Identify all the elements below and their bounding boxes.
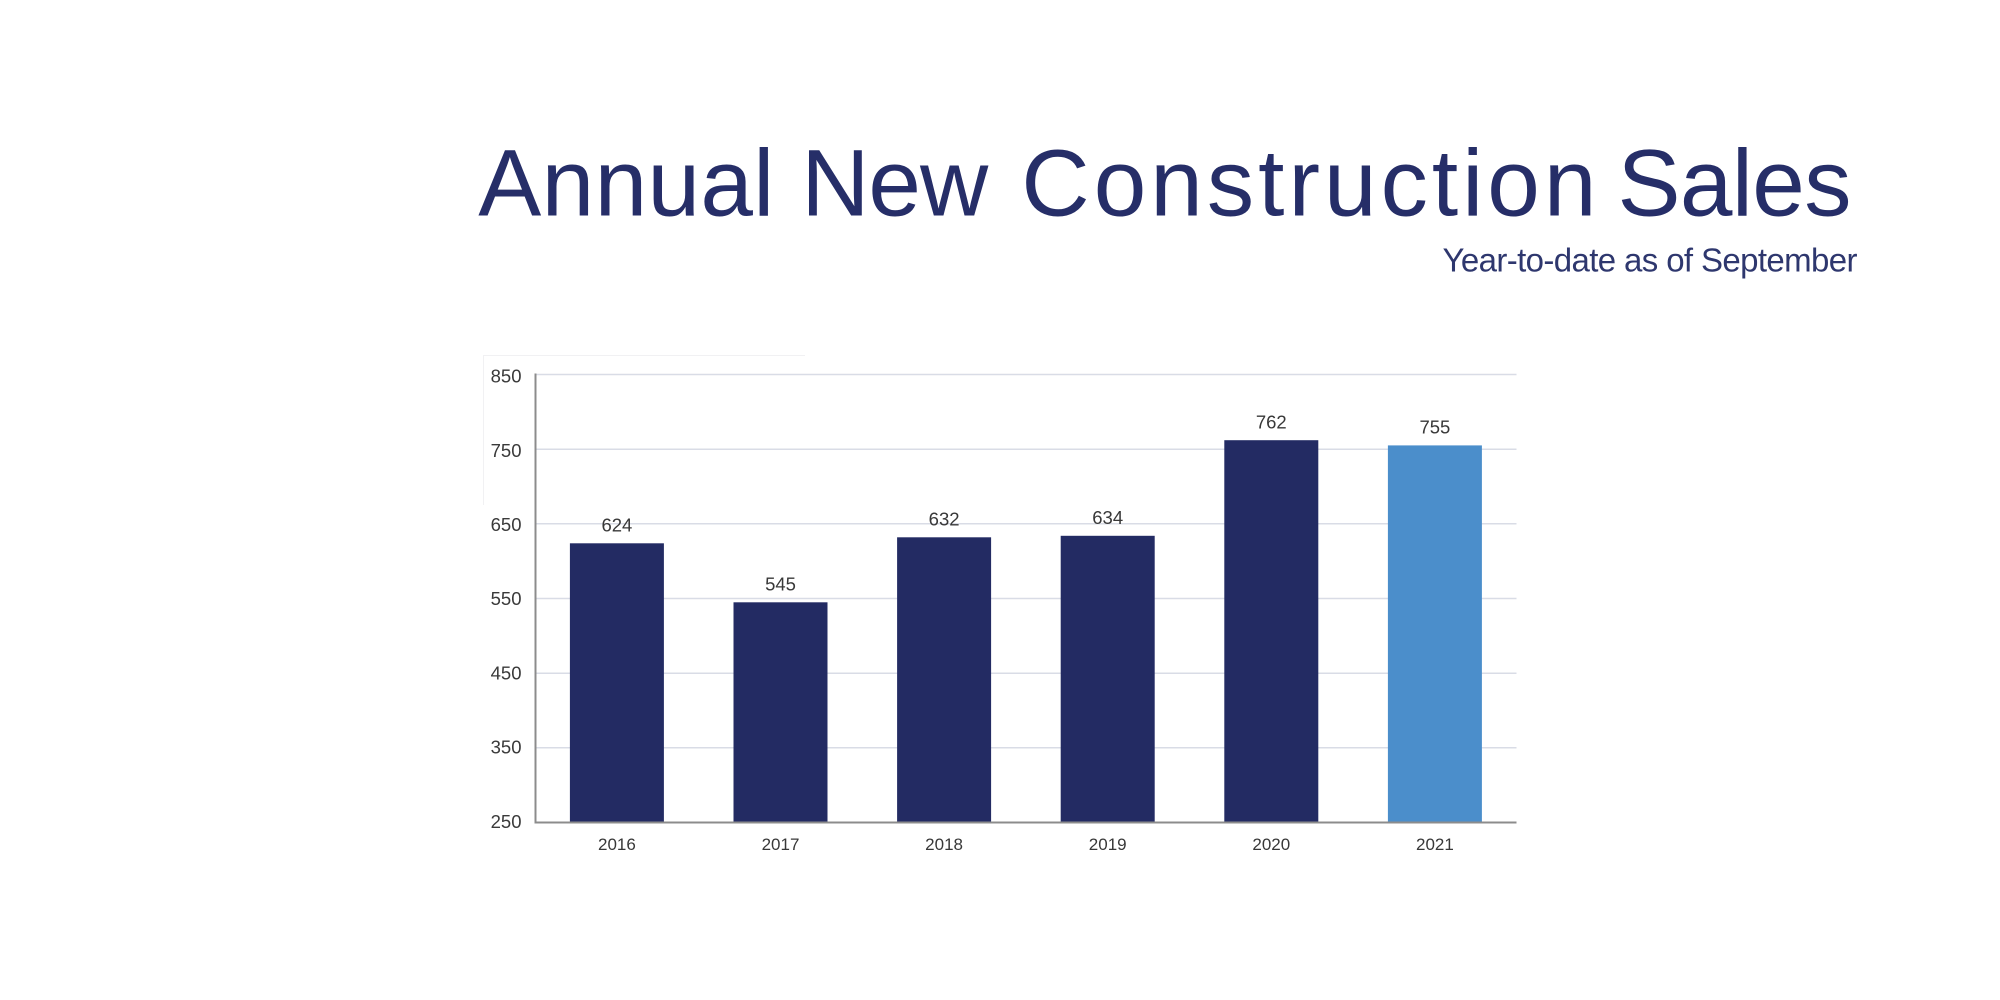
svg-text:755: 755 bbox=[1419, 417, 1450, 438]
svg-text:New: New bbox=[801, 131, 989, 237]
svg-text:Sales: Sales bbox=[1618, 131, 1852, 237]
svg-text:545: 545 bbox=[765, 574, 796, 595]
svg-text:Construction: Construction bbox=[1021, 131, 1596, 237]
svg-text:624: 624 bbox=[601, 515, 632, 536]
svg-text:2021: 2021 bbox=[1416, 835, 1454, 854]
svg-text:2019: 2019 bbox=[1089, 835, 1127, 854]
svg-text:2020: 2020 bbox=[1252, 835, 1290, 854]
svg-text:250: 250 bbox=[491, 811, 522, 832]
svg-text:650: 650 bbox=[491, 514, 522, 535]
svg-text:550: 550 bbox=[491, 588, 522, 609]
svg-text:2017: 2017 bbox=[762, 835, 800, 854]
svg-text:Annual: Annual bbox=[478, 131, 774, 237]
svg-text:762: 762 bbox=[1256, 412, 1287, 433]
svg-text:632: 632 bbox=[929, 509, 960, 530]
svg-text:2016: 2016 bbox=[598, 835, 636, 854]
svg-text:634: 634 bbox=[1092, 507, 1123, 528]
svg-text:450: 450 bbox=[491, 662, 522, 683]
svg-text:350: 350 bbox=[491, 737, 522, 758]
svg-text:850: 850 bbox=[491, 366, 522, 387]
svg-text:2018: 2018 bbox=[925, 835, 963, 854]
svg-text:Year-to-date as of September: Year-to-date as of September bbox=[1443, 241, 1858, 278]
svg-text:750: 750 bbox=[491, 440, 522, 461]
